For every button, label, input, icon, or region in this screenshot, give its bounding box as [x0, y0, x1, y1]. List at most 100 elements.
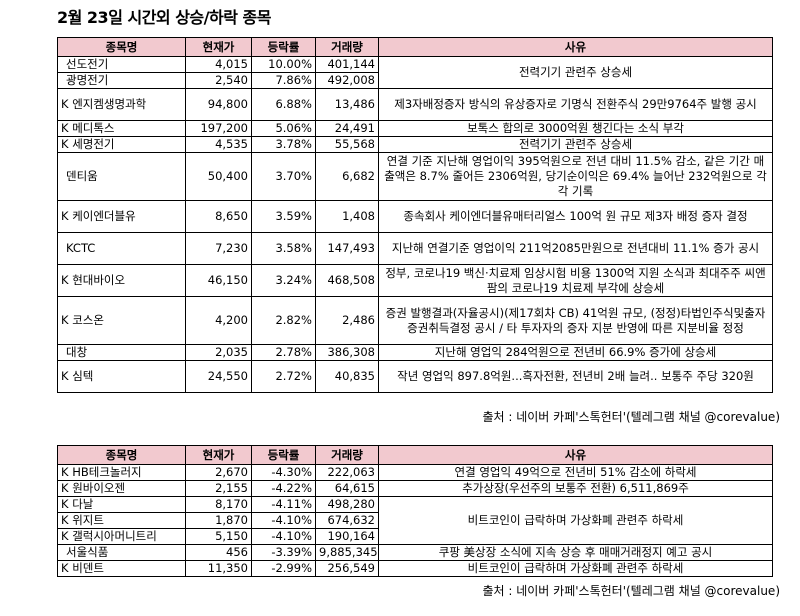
stock-rate: 3.24% [251, 264, 316, 297]
stock-reason: 종속회사 케이엔더블유매터리얼스 100억 원 규모 제3자 배정 증자 결정 [378, 200, 773, 233]
stock-reason: 증권 발행결과(자율공시)(제17회차 CB) 41억원 규모, (정정)타법인… [378, 296, 773, 345]
table-row: K 메디톡스 197,200 5.06% 24,491 보톡스 합의로 3000… [57, 120, 773, 137]
stock-volume: 40,835 [315, 360, 379, 393]
stock-reason: 작년 영업익 897.8억원...흑자전환, 전년비 2배 늘려.. 보통주 주… [378, 360, 773, 393]
source-note: 출처 : 네이버 카페'스톡헌터'(텔레그램 채널 @corevalue) [482, 410, 780, 424]
source-note: 출처 : 네이버 카페'스톡헌터'(텔레그램 채널 @corevalue) [482, 584, 780, 598]
stock-rate: -3.39% [251, 544, 316, 561]
stock-price: 456 [185, 544, 252, 561]
table-row: K 세명전기 4,535 3.78% 55,568 전력기기 관련주 상승세 [57, 136, 773, 153]
table-header: 종목명 현재가 등락률 거래량 사유 [57, 37, 773, 57]
stock-name: 광명전기 [57, 72, 186, 89]
stock-reason: 지난해 연결기준 영업이익 211억2085만원으로 전년대비 11.1% 증가… [378, 232, 773, 265]
stock-price: 11,350 [185, 560, 252, 577]
stock-volume: 147,493 [315, 232, 379, 265]
stock-volume: 9,885,345 [315, 544, 379, 561]
stock-name: 서울식품 [57, 544, 186, 561]
page-title: 2월 23일 시간외 상승/하락 종목 [57, 8, 271, 27]
stock-volume: 498,280 [315, 496, 379, 513]
col-price: 현재가 [185, 445, 252, 465]
table-row: K 비덴트 11,350 -2.99% 256,549 비트코인이 급락하며 가… [57, 560, 773, 577]
stock-volume: 190,164 [315, 528, 379, 545]
stock-price: 2,670 [185, 464, 252, 481]
table-row: 선도전기 4,015 10.00% 401,144 전력기기 관련주 상승세 [57, 56, 773, 89]
stock-reason: 지난해 영업익 284억원으로 전년비 66.9% 증가에 상승세 [378, 344, 773, 361]
stock-name: K 원바이오젠 [57, 480, 186, 497]
stock-name: KCTC [57, 232, 186, 265]
stock-price: 8,650 [185, 200, 252, 233]
stock-volume: 55,568 [315, 136, 379, 153]
stock-rate: 2.78% [251, 344, 316, 361]
stock-price: 2,155 [185, 480, 252, 497]
stock-rate: 7.86% [251, 72, 316, 89]
stock-rate: 5.06% [251, 120, 316, 137]
stock-reason: 비트코인이 급락하며 가상화폐 관련주 하락세 [378, 496, 773, 545]
stock-volume: 1,408 [315, 200, 379, 233]
table-row: K 갤럭시아머니트리 5,150 -4.10% 190,164 [57, 528, 773, 545]
stock-name: 대창 [57, 344, 186, 361]
stock-rate: -4.10% [251, 512, 316, 529]
table-row: K 엔지켐생명과학 94,800 6.88% 13,486 제3자배정증자 방식… [57, 88, 773, 121]
stock-name: K 코스온 [57, 296, 186, 345]
col-volume: 거래량 [315, 37, 379, 57]
stock-price: 4,015 [185, 56, 252, 73]
table-row: K 원바이오젠 2,155 -4.22% 64,615 추가상장(우선주의 보통… [57, 480, 773, 497]
stock-volume: 386,308 [315, 344, 379, 361]
col-rate: 등락률 [251, 37, 316, 57]
stock-rate: -4.10% [251, 528, 316, 545]
stock-volume: 13,486 [315, 88, 379, 121]
stock-reason: 쿠팡 美상장 소식에 지속 상승 후 매매거래정지 예고 공시 [378, 544, 773, 561]
stock-price: 2,540 [185, 72, 252, 89]
table-row: K 심텍 24,550 2.72% 40,835 작년 영업익 897.8억원.… [57, 360, 773, 393]
stock-price: 5,150 [185, 528, 252, 545]
table-row: K 다날 8,170 -4.11% 498,280 비트코인이 급락하며 가상화… [57, 496, 773, 545]
stock-volume: 468,508 [315, 264, 379, 297]
stock-rate: -4.11% [251, 496, 316, 513]
stock-name: K 다날 [57, 496, 186, 513]
col-reason: 사유 [378, 445, 773, 465]
stock-name: K 위지트 [57, 512, 186, 529]
table-row: KCTC 7,230 3.58% 147,493 지난해 연결기준 영업이익 2… [57, 232, 773, 265]
stock-name: K 갤럭시아머니트리 [57, 528, 186, 545]
table-row: 덴티움 50,400 3.70% 6,682 연결 기준 지난해 영업이익 39… [57, 152, 773, 201]
stock-name: K 엔지켐생명과학 [57, 88, 186, 121]
col-name: 종목명 [57, 445, 186, 465]
stock-price: 4,200 [185, 296, 252, 345]
stock-reason: 정부, 코로나19 백신·치료제 임상시험 비용 1300억 지원 소식과 최대… [378, 264, 773, 297]
table-row: K 케이엔더블유 8,650 3.59% 1,408 종속회사 케이엔더블유매터… [57, 200, 773, 233]
stock-name: K 현대바이오 [57, 264, 186, 297]
stock-price: 8,170 [185, 496, 252, 513]
stock-name: 덴티움 [57, 152, 186, 201]
stock-reason: 보톡스 합의로 3000억원 챙긴다는 소식 부각 [378, 120, 773, 137]
stock-rate: 3.58% [251, 232, 316, 265]
stock-volume: 492,008 [315, 72, 379, 89]
table-header: 종목명 현재가 등락률 거래량 사유 [57, 445, 773, 465]
stock-name: K 심텍 [57, 360, 186, 393]
stock-volume: 6,682 [315, 152, 379, 201]
stock-price: 94,800 [185, 88, 252, 121]
stock-reason: 전력기기 관련주 상승세 [378, 56, 773, 89]
stock-volume: 401,144 [315, 56, 379, 73]
col-name: 종목명 [57, 37, 186, 57]
stock-reason: 제3자배정증자 방식의 유상증자로 기명식 전환주식 29만9764주 발행 공… [378, 88, 773, 121]
stock-volume: 24,491 [315, 120, 379, 137]
col-reason: 사유 [378, 37, 773, 57]
stock-name: K 메디톡스 [57, 120, 186, 137]
stock-price: 197,200 [185, 120, 252, 137]
stock-price: 4,535 [185, 136, 252, 153]
stock-reason: 비트코인이 급락하며 가상화폐 관련주 하락세 [378, 560, 773, 577]
stock-name: K 케이엔더블유 [57, 200, 186, 233]
stock-price: 24,550 [185, 360, 252, 393]
stock-rate: 10.00% [251, 56, 316, 73]
col-price: 현재가 [185, 37, 252, 57]
rise-table: 종목명 현재가 등락률 거래량 사유 선도전기 4,015 10.00% 401… [57, 37, 773, 393]
stock-rate: 2.72% [251, 360, 316, 393]
stock-reason: 전력기기 관련주 상승세 [378, 136, 773, 153]
stock-volume: 674,632 [315, 512, 379, 529]
table-row: K 코스온 4,200 2.82% 2,486 증권 발행결과(자율공시)(제1… [57, 296, 773, 345]
stock-price: 7,230 [185, 232, 252, 265]
table-row: 서울식품 456 -3.39% 9,885,345 쿠팡 美상장 소식에 지속 … [57, 544, 773, 561]
stock-reason: 추가상장(우선주의 보통주 전환) 6,511,869주 [378, 480, 773, 497]
stock-name: K 비덴트 [57, 560, 186, 577]
fall-table: 종목명 현재가 등락률 거래량 사유 K HB테크놀러지 2,670 -4.30… [57, 445, 773, 577]
